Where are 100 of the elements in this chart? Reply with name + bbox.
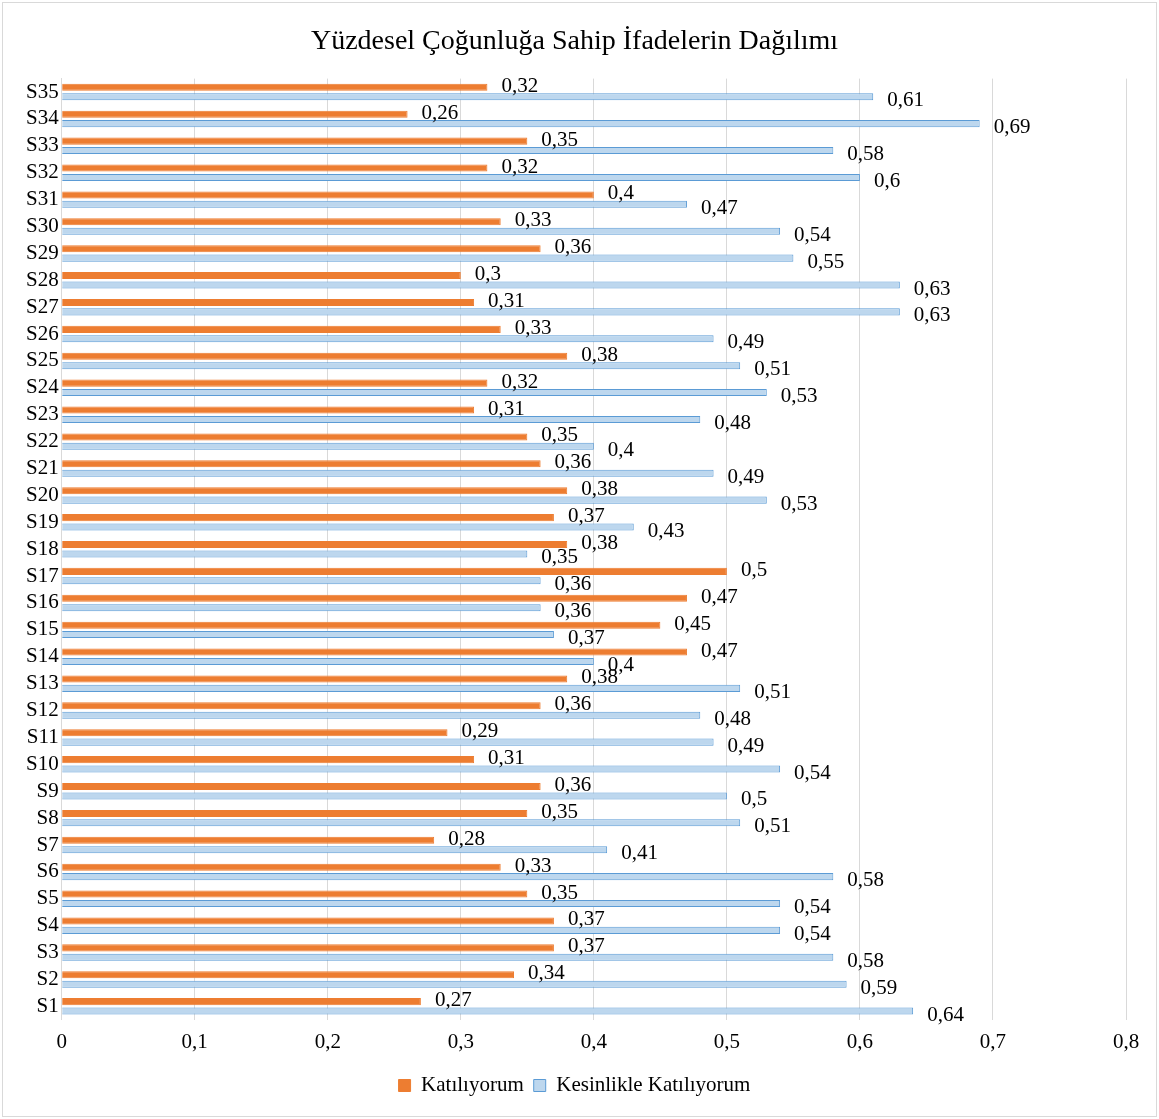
data-label: 0,36	[554, 598, 592, 623]
data-label: 0,54	[794, 221, 832, 246]
y-tick-label: S5	[36, 885, 59, 910]
bar	[62, 594, 687, 602]
y-tick-label: S17	[25, 562, 59, 587]
bar	[62, 352, 568, 360]
data-label: 0,51	[754, 813, 791, 838]
data-label: 0,47	[700, 637, 738, 662]
data-label: 0,32	[501, 72, 539, 97]
data-label: 0,32	[501, 153, 539, 178]
data-label: 0,35	[541, 544, 579, 569]
bar	[62, 567, 727, 575]
y-tick-label: S24	[25, 374, 60, 399]
y-tick-label: S19	[25, 508, 59, 533]
data-label: 0,43	[647, 517, 685, 542]
data-label: 0,27	[434, 987, 472, 1012]
data-label: 0,54	[794, 920, 832, 945]
bar	[62, 809, 528, 817]
data-label: 0,53	[780, 383, 818, 408]
bar	[62, 540, 568, 549]
bar	[62, 460, 541, 468]
bar	[62, 83, 488, 91]
data-label: 0,35	[541, 422, 579, 447]
y-tick-label: S4	[36, 912, 60, 937]
data-label: 0,5	[740, 556, 768, 581]
data-label: 0,54	[794, 759, 832, 784]
data-label: 0,29	[461, 718, 499, 743]
y-tick-label: S35	[25, 78, 59, 103]
bar	[62, 325, 501, 333]
y-tick-label: S2	[36, 965, 59, 990]
x-tick-label: 0,6	[846, 1028, 874, 1053]
data-label: 0,36	[554, 772, 592, 797]
x-tick-label: 0,7	[979, 1028, 1007, 1053]
x-tick-label: 0,4	[580, 1028, 608, 1053]
y-tick-label: S8	[36, 804, 59, 829]
y-tick-label: S29	[25, 239, 59, 264]
y-tick-label: S14	[25, 643, 60, 668]
y-tick-label: S26	[25, 320, 59, 345]
x-tick-label: 0,5	[713, 1028, 740, 1053]
y-tick-label: S25	[25, 347, 59, 372]
bar	[62, 621, 661, 629]
y-tick-label: S6	[36, 858, 59, 883]
data-label: 0,37	[567, 933, 605, 958]
y-tick-label: S16	[25, 589, 59, 614]
data-label: 0,69	[993, 114, 1031, 139]
data-label: 0,64	[927, 1001, 965, 1026]
y-tick-label: S30	[25, 213, 59, 238]
data-label: 0,45	[674, 610, 712, 635]
y-tick-label: S1	[36, 992, 59, 1017]
bar	[62, 191, 594, 199]
data-label: 0,58	[847, 141, 885, 166]
y-tick-label: S18	[25, 535, 59, 560]
x-tick-label: 0,1	[181, 1028, 208, 1053]
bar	[62, 137, 528, 145]
data-label: 0,31	[488, 745, 525, 770]
bar	[62, 272, 461, 280]
data-label: 0,59	[860, 974, 898, 999]
data-label: 0,34	[528, 960, 566, 985]
bar	[62, 514, 554, 522]
data-label: 0,3	[474, 261, 502, 286]
data-label: 0,53	[780, 490, 818, 515]
data-label: 0,32	[501, 368, 539, 393]
data-label: 0,4	[607, 180, 635, 205]
data-label: 0,63	[913, 275, 951, 300]
bar	[62, 998, 421, 1006]
data-label: 0,51	[754, 678, 791, 703]
bar	[62, 675, 568, 683]
x-tick-label: 0,3	[447, 1028, 474, 1053]
bar	[62, 406, 475, 414]
y-tick-label: S10	[25, 750, 59, 775]
bar	[62, 298, 475, 306]
chart-title: Yüzdesel Çoğunluğa Sahip İfadelerin Dağılımı	[310, 24, 839, 56]
y-tick-label: S3	[36, 939, 59, 964]
bar	[62, 917, 554, 925]
y-tick-label: S27	[25, 293, 59, 318]
y-tick-label: S28	[25, 266, 59, 291]
bar	[62, 782, 541, 791]
data-label: 0,36	[554, 449, 592, 474]
data-label: 0,49	[727, 329, 765, 354]
bar	[62, 379, 488, 387]
data-label: 0,48	[714, 409, 752, 434]
data-label: 0,33	[514, 207, 552, 232]
data-label: 0,31	[488, 395, 525, 420]
y-tick-label: S32	[25, 159, 59, 184]
data-label: 0,4	[607, 436, 635, 461]
data-label: 0,36	[554, 571, 592, 596]
y-tick-label: S7	[36, 831, 59, 856]
bar	[62, 702, 541, 710]
data-label: 0,6	[873, 167, 901, 192]
bar	[62, 729, 448, 737]
bar	[62, 110, 408, 118]
y-tick-label: S12	[25, 697, 59, 722]
data-label: 0,31	[488, 287, 525, 312]
bar	[62, 648, 687, 656]
data-label: 0,38	[581, 341, 618, 366]
data-label: 0,33	[514, 314, 552, 339]
data-label: 0,26	[421, 99, 459, 124]
x-tick-label: 0	[56, 1028, 67, 1053]
data-label: 0,51	[754, 356, 791, 381]
data-label: 0,63	[913, 302, 951, 327]
